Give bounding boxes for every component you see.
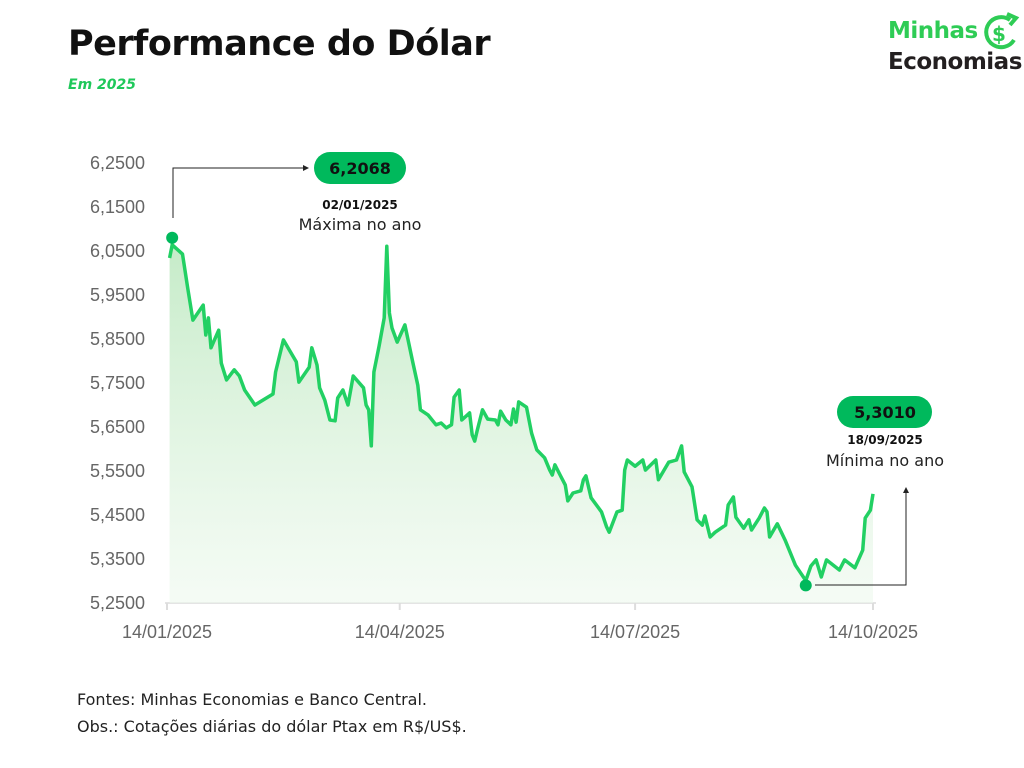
y-tick-label: 6,0500 bbox=[90, 241, 145, 261]
min-marker bbox=[799, 579, 812, 592]
min-connector-line bbox=[815, 492, 907, 586]
footer-sources: Fontes: Minhas Economias e Banco Central… bbox=[77, 690, 427, 709]
x-tick-label: 14/10/2025 bbox=[828, 622, 918, 642]
dollar-cycle-icon: $ bbox=[984, 12, 1020, 50]
x-tick-label: 14/01/2025 bbox=[122, 622, 212, 642]
min-value-pill bbox=[837, 396, 932, 428]
y-tick-label: 5,3500 bbox=[90, 549, 145, 569]
max-arrow-icon bbox=[303, 165, 309, 171]
y-tick-label: 5,5500 bbox=[90, 461, 145, 481]
logo-line-2: Economias bbox=[888, 49, 1022, 75]
max-label: Máxima no ano bbox=[299, 215, 422, 234]
y-tick-label: 5,4500 bbox=[90, 505, 145, 525]
brand-logo: Minhas Economias $ bbox=[888, 12, 1022, 75]
min-date: 18/09/2025 bbox=[847, 433, 923, 447]
y-tick-label: 6,2500 bbox=[90, 153, 145, 173]
y-tick-label: 5,6500 bbox=[90, 417, 145, 437]
page-title: Performance do Dólar bbox=[68, 24, 491, 64]
footer-note: Obs.: Cotações diárias do dólar Ptax em … bbox=[77, 717, 467, 736]
max-value: 6,2068 bbox=[329, 159, 391, 178]
series-line bbox=[167, 243, 875, 583]
max-connector-line bbox=[172, 167, 304, 218]
series-area bbox=[169, 244, 874, 604]
max-value-pill bbox=[314, 152, 406, 184]
min-arrow-icon bbox=[903, 487, 909, 493]
logo-line-1: Minhas bbox=[888, 18, 978, 44]
y-tick-label: 5,7500 bbox=[90, 373, 145, 393]
x-tick-label: 14/07/2025 bbox=[590, 622, 680, 642]
svg-text:$: $ bbox=[992, 22, 1006, 46]
x-tick-label: 14/04/2025 bbox=[355, 622, 445, 642]
max-date: 02/01/2025 bbox=[322, 198, 398, 212]
min-label: Mínima no ano bbox=[826, 451, 944, 470]
y-tick-label: 5,8500 bbox=[90, 329, 145, 349]
y-tick-label: 5,9500 bbox=[90, 285, 145, 305]
min-value: 5,3010 bbox=[854, 403, 916, 422]
max-marker bbox=[166, 231, 179, 244]
y-tick-label: 5,2500 bbox=[90, 593, 145, 613]
y-tick-label: 6,1500 bbox=[90, 197, 145, 217]
page-subtitle: Em 2025 bbox=[68, 77, 136, 93]
